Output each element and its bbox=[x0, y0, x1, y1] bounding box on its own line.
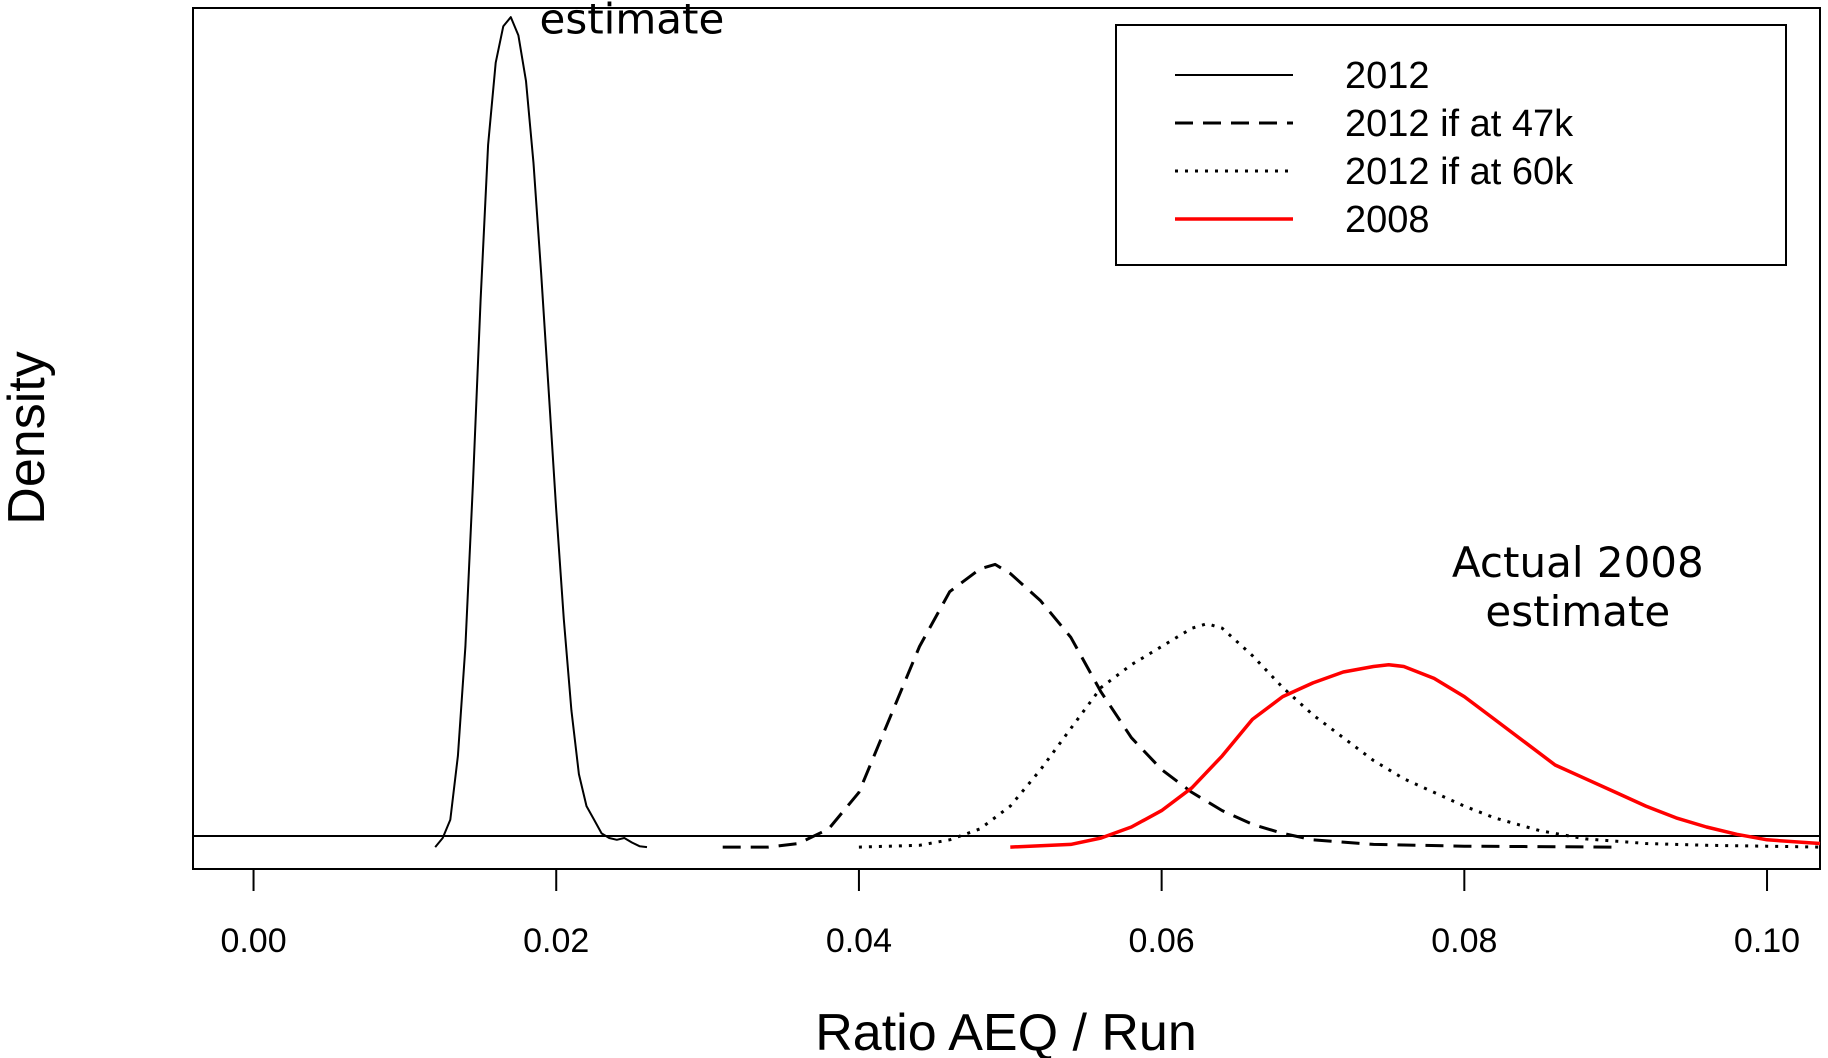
annotation-text: Actual 2008 estimate bbox=[1452, 538, 1704, 636]
x-axis: 0.00 0.02 0.04 0.06 0.08 0.10 bbox=[220, 868, 1800, 960]
x-tick-label: 0.06 bbox=[1129, 922, 1195, 960]
legend-label: 2008 bbox=[1345, 199, 1430, 241]
series-line bbox=[1010, 662, 1821, 849]
legend-label: 2012 if at 47k bbox=[1345, 103, 1574, 145]
series-line bbox=[434, 16, 648, 849]
x-tick-label: 0.00 bbox=[220, 922, 286, 960]
legend-box bbox=[1115, 24, 1787, 266]
x-tick-label: 0.08 bbox=[1431, 922, 1497, 960]
legend: 2012 2012 if at 47k 2012 if at 60k 2008 bbox=[1115, 24, 1787, 266]
annotation-text: Actual 2012estimate bbox=[506, 0, 758, 43]
legend-entries: 2012 2012 if at 47k 2012 if at 60k 2008 bbox=[1175, 55, 1574, 241]
x-tick-label: 0.10 bbox=[1734, 922, 1800, 960]
x-axis-title: Ratio AEQ / Run bbox=[815, 1004, 1197, 1058]
legend-label: 2012 bbox=[1345, 55, 1430, 97]
x-tick-label: 0.02 bbox=[523, 922, 589, 960]
annotation-line: Actual 2008 bbox=[1452, 538, 1704, 587]
x-tick-label: 0.04 bbox=[826, 922, 892, 960]
series-line bbox=[722, 562, 1616, 849]
series-layer bbox=[434, 16, 1821, 849]
series-line bbox=[858, 622, 1821, 849]
annotation-line: estimate bbox=[1485, 587, 1670, 636]
legend-label: 2012 if at 60k bbox=[1345, 151, 1574, 193]
y-axis-title: Density bbox=[0, 351, 56, 524]
annotation-line: estimate bbox=[539, 0, 724, 43]
